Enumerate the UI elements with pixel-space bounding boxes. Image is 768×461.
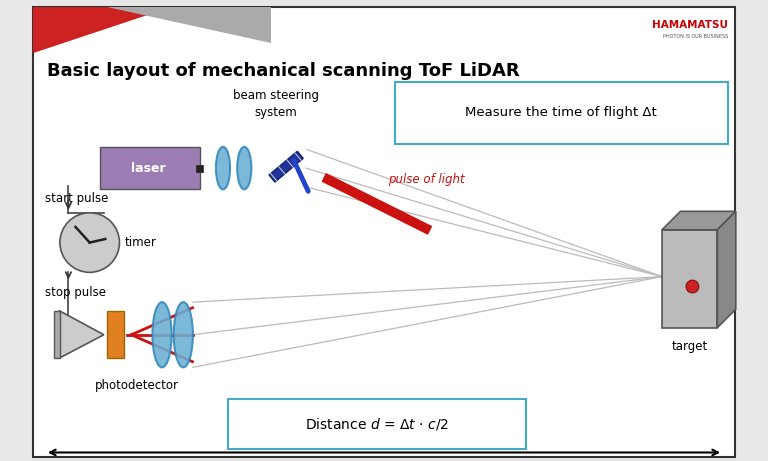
Text: Measure the time of flight Δt: Measure the time of flight Δt <box>465 106 657 119</box>
Text: target: target <box>671 340 708 354</box>
Polygon shape <box>662 211 736 230</box>
Ellipse shape <box>216 147 230 189</box>
Ellipse shape <box>152 302 171 367</box>
Text: start pulse: start pulse <box>45 192 108 205</box>
FancyBboxPatch shape <box>101 147 200 189</box>
Ellipse shape <box>237 147 251 189</box>
Circle shape <box>60 213 120 272</box>
Text: PHOTON IS OUR BUSINESS: PHOTON IS OUR BUSINESS <box>663 34 728 39</box>
Bar <box>55 311 60 358</box>
Polygon shape <box>717 211 736 328</box>
Text: stop pulse: stop pulse <box>45 286 106 299</box>
FancyBboxPatch shape <box>228 399 526 449</box>
Polygon shape <box>108 7 270 42</box>
Circle shape <box>686 280 699 293</box>
Text: HAMAMATSU: HAMAMATSU <box>652 20 728 30</box>
Text: photodetector: photodetector <box>95 379 179 392</box>
Polygon shape <box>269 151 303 182</box>
Bar <box>196 165 204 171</box>
Text: Distance $d$ = $\Delta t$ $\cdot$ $c$/2: Distance $d$ = $\Delta t$ $\cdot$ $c$/2 <box>305 416 449 432</box>
Text: beam steering: beam steering <box>233 89 319 102</box>
Text: pulse of light: pulse of light <box>388 173 464 186</box>
Bar <box>108 311 124 358</box>
FancyBboxPatch shape <box>395 82 728 144</box>
Text: laser: laser <box>131 162 166 175</box>
Polygon shape <box>59 311 104 358</box>
Bar <box>662 230 717 328</box>
Ellipse shape <box>174 302 193 367</box>
Text: system: system <box>255 106 297 119</box>
Text: timer: timer <box>125 236 157 249</box>
FancyBboxPatch shape <box>33 7 735 457</box>
Text: Basic layout of mechanical scanning ToF LiDAR: Basic layout of mechanical scanning ToF … <box>47 62 520 80</box>
Polygon shape <box>33 7 171 53</box>
